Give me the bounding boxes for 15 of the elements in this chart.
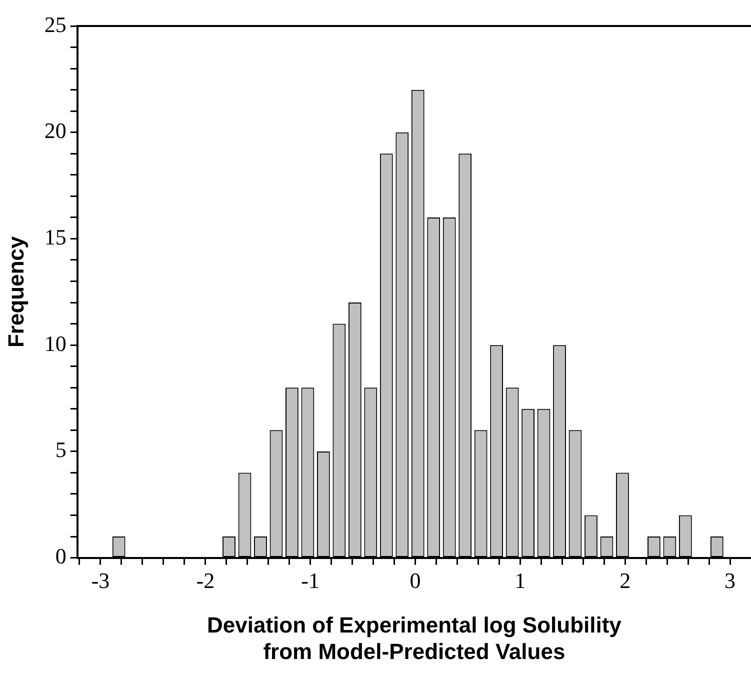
- x-tick-label: 3: [724, 568, 736, 593]
- y-axis-title: Frequency: [3, 236, 28, 348]
- x-tick-label: 2: [620, 568, 631, 593]
- y-tick-label: 10: [44, 330, 66, 356]
- x-tick-label: -1: [301, 568, 320, 593]
- y-tick-label: 0: [55, 544, 66, 569]
- x-tick-label: 1: [514, 568, 526, 593]
- x-axis-title: Deviation of Experimental log Solubility from Model-Predicted Values: [207, 612, 622, 664]
- y-tick-label: 5: [55, 437, 66, 462]
- y-tick-label: 15: [44, 224, 66, 250]
- x-tick-label: -3: [91, 568, 110, 593]
- x-tick-label: 0: [410, 568, 421, 593]
- y-tick-label: 25: [44, 12, 66, 37]
- y-tick-label: 20: [44, 118, 66, 144]
- x-tick-label: -2: [196, 568, 215, 593]
